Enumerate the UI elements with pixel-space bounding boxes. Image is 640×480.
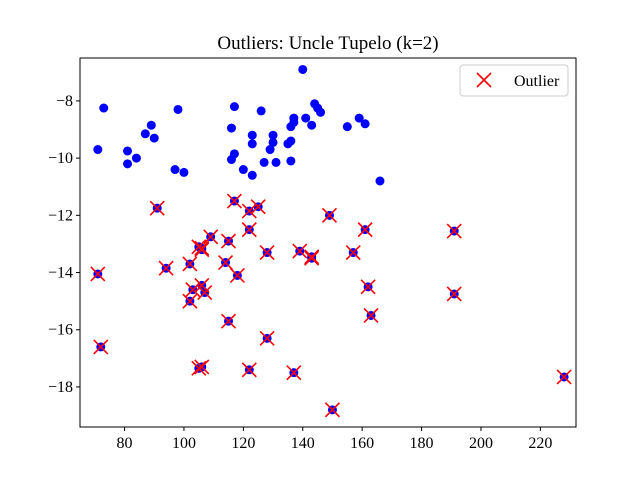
outlier-marker <box>304 249 320 265</box>
outlier-marker <box>194 359 210 375</box>
data-point <box>286 156 296 166</box>
data-point <box>131 153 141 163</box>
data-point <box>307 120 317 130</box>
y-tick-label: −16 <box>48 322 73 339</box>
x-tick-label: 200 <box>469 435 493 452</box>
outlier-marker <box>226 193 243 209</box>
legend-label-outlier: Outlier <box>514 73 560 90</box>
data-point <box>149 133 159 143</box>
outlier-marker <box>194 242 210 258</box>
data-point <box>256 106 266 116</box>
chart-title: Outliers: Uncle Tupelo (k=2) <box>217 33 438 54</box>
data-point <box>342 122 352 132</box>
data-points <box>93 64 569 415</box>
data-point <box>238 165 248 175</box>
outlier-marker <box>241 362 257 378</box>
data-point <box>170 165 180 175</box>
data-point <box>146 120 156 130</box>
outlier-marker <box>185 282 201 298</box>
outlier-marker <box>446 286 462 302</box>
legend-x-icon <box>476 72 492 88</box>
x-tick-label: 100 <box>172 435 196 452</box>
x-tick-label: 160 <box>350 435 374 452</box>
outlier-marker <box>304 250 320 266</box>
data-point <box>360 119 370 129</box>
outlier-marker <box>197 284 213 301</box>
data-point <box>259 157 269 167</box>
outlier-marker <box>220 313 237 329</box>
outlier-marker <box>250 199 266 215</box>
outlier-marker <box>241 203 257 219</box>
x-tick-label: 80 <box>117 435 133 452</box>
y-tick-label: −10 <box>48 150 73 167</box>
y-tick-label: −18 <box>48 379 73 396</box>
outlier-marker <box>90 266 106 282</box>
data-point <box>286 136 296 146</box>
x-axis-ticks: 80 100 120 140 160 180 200 220 <box>117 427 552 452</box>
outlier-marker <box>321 207 338 223</box>
y-tick-label: −12 <box>48 207 73 224</box>
outlier-marker <box>220 233 237 249</box>
data-point <box>140 129 150 139</box>
outlier-marker <box>446 223 462 239</box>
outlier-marker <box>324 402 341 418</box>
outlier-marker <box>259 244 275 261</box>
data-point <box>268 130 278 140</box>
outlier-marker <box>345 244 361 261</box>
outlier-marker <box>357 222 373 238</box>
data-point <box>316 107 326 117</box>
outlier-marker <box>217 254 234 271</box>
data-point <box>247 130 257 140</box>
y-axis-ticks: −8 −10 −12 −14 −16 −18 <box>48 93 80 396</box>
data-point <box>179 167 189 177</box>
outlier-marker <box>556 369 572 385</box>
outlier-marker <box>286 365 302 381</box>
data-point <box>226 123 236 133</box>
x-tick-label: 120 <box>231 435 255 452</box>
y-tick-label: −14 <box>48 265 73 282</box>
outlier-marker <box>182 256 198 272</box>
x-tick-label: 180 <box>410 435 434 452</box>
y-tick-label: −8 <box>56 93 73 110</box>
x-tick-label: 220 <box>528 435 552 452</box>
data-point <box>298 64 308 74</box>
outlier-marker <box>259 330 275 346</box>
x-tick-label: 140 <box>291 435 315 452</box>
outlier-marker <box>292 243 308 259</box>
outlier-marker <box>93 339 109 355</box>
outlier-marker <box>203 229 219 245</box>
outlier-marker <box>191 360 207 376</box>
legend: Outlier <box>459 64 569 97</box>
data-point <box>99 103 109 113</box>
data-point <box>301 113 311 123</box>
outlier-marker <box>229 267 245 283</box>
legend-outlier-marker <box>476 72 492 88</box>
outlier-markers <box>90 193 572 418</box>
plot-area-frame <box>79 57 577 428</box>
data-point <box>173 104 183 114</box>
outlier-marker <box>363 307 379 324</box>
outlier-marker <box>360 279 376 295</box>
data-point <box>354 113 364 123</box>
outlier-marker <box>194 240 210 256</box>
outlier-marker <box>158 260 174 276</box>
data-point <box>268 137 278 147</box>
data-point <box>289 113 299 123</box>
data-point <box>271 157 281 167</box>
outlier-marker <box>241 222 257 238</box>
data-point <box>265 145 275 155</box>
data-point <box>123 159 133 169</box>
data-point <box>93 145 103 155</box>
data-point <box>229 102 239 112</box>
data-point <box>375 176 385 186</box>
legend-frame <box>459 64 569 97</box>
data-point <box>123 146 133 156</box>
outlier-marker <box>149 200 165 216</box>
data-point <box>229 149 239 159</box>
data-point <box>247 170 257 180</box>
data-point <box>247 139 257 149</box>
outlier-marker <box>182 293 198 309</box>
